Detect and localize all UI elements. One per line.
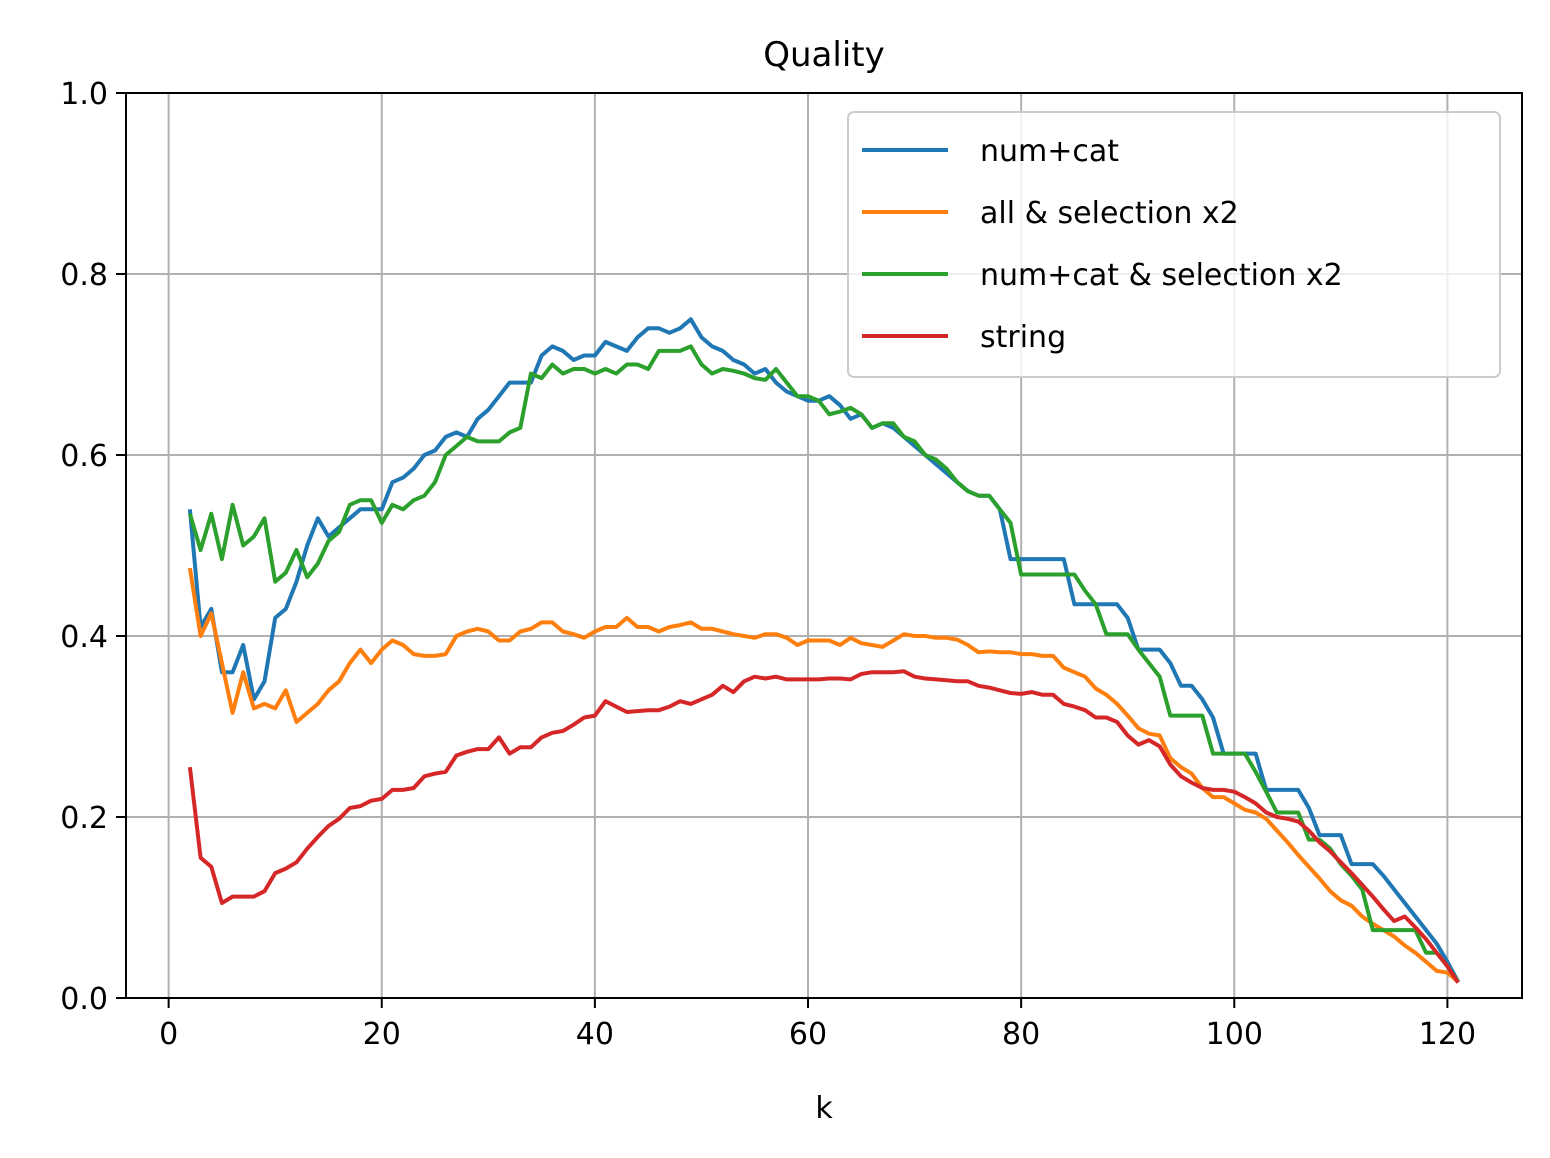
series-lines bbox=[187, 317, 1460, 984]
x-tick-label: 40 bbox=[576, 1017, 614, 1052]
chart-title: Quality bbox=[763, 35, 885, 75]
axis-ticks: 0 20 40 60 80 100 120 0.0 0.2 0.4 0.6 0.8 1.0 bbox=[60, 77, 1476, 1052]
x-tick-label: 60 bbox=[789, 1017, 827, 1052]
legend-label: string bbox=[980, 320, 1066, 355]
series-line-3 bbox=[187, 669, 1460, 984]
x-tick-label: 0 bbox=[159, 1017, 178, 1052]
y-tick-label: 0.2 bbox=[60, 801, 108, 836]
series-line-1 bbox=[187, 567, 1460, 984]
series-line-2 bbox=[187, 344, 1460, 983]
x-tick-label: 100 bbox=[1206, 1017, 1263, 1052]
legend-label: num+cat bbox=[980, 134, 1119, 169]
x-tick-label: 80 bbox=[1002, 1017, 1040, 1052]
legend-label: all & selection x2 bbox=[980, 196, 1239, 231]
x-axis-label: k bbox=[815, 1091, 833, 1126]
y-tick-label: 1.0 bbox=[60, 77, 108, 112]
legend-label: num+cat & selection x2 bbox=[980, 258, 1343, 293]
y-tick-label: 0.4 bbox=[60, 620, 108, 655]
legend-box bbox=[847, 111, 1501, 378]
y-tick-label: 0.6 bbox=[60, 439, 108, 474]
y-tick-label: 0.8 bbox=[60, 258, 108, 293]
x-tick-label: 120 bbox=[1419, 1017, 1476, 1052]
plot-frame bbox=[125, 92, 1523, 999]
legend: num+cat all & selection x2 num+cat & selec… bbox=[847, 111, 1501, 378]
y-tick-label: 0.0 bbox=[60, 982, 108, 1017]
x-tick-label: 20 bbox=[363, 1017, 401, 1052]
